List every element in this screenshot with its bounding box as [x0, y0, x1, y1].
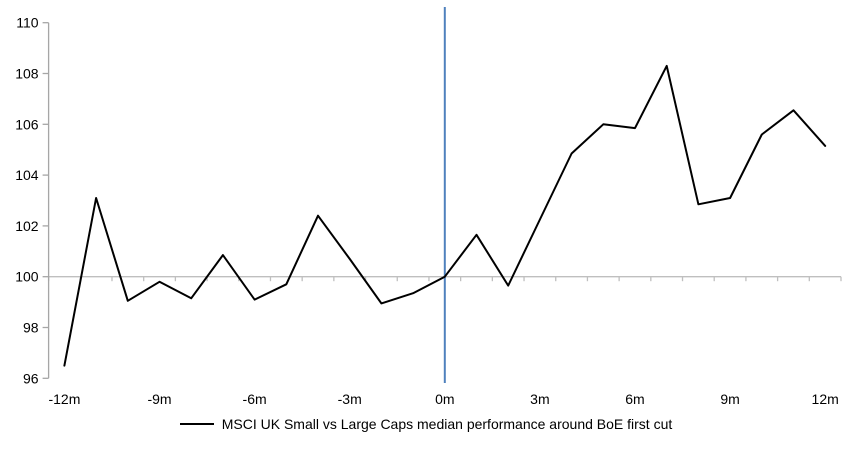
legend-line-icon: [179, 423, 214, 425]
chart-legend: MSCI UK Small vs Large Caps median perfo…: [0, 416, 852, 432]
x-axis-label: 0m: [435, 391, 454, 407]
y-axis-label: 110: [16, 15, 39, 31]
legend-label: MSCI UK Small vs Large Caps median perfo…: [221, 416, 673, 432]
y-axis-label: 100: [15, 269, 39, 285]
x-axis-label: 12m: [812, 391, 839, 407]
x-axis-label: -9m: [147, 391, 171, 407]
x-axis-label: 3m: [530, 391, 549, 407]
y-axis-label: 96: [23, 370, 39, 386]
x-axis-label: -6m: [243, 391, 267, 407]
x-axis-label: -12m: [48, 391, 80, 407]
x-axis-label: 6m: [625, 391, 644, 407]
y-axis-label: 98: [23, 320, 39, 336]
y-axis-label: 106: [15, 116, 39, 132]
x-axis-label: -3m: [338, 391, 362, 407]
x-axis-label: 9m: [720, 391, 739, 407]
series-line: [63, 64, 827, 367]
y-axis-label: 108: [15, 66, 39, 82]
y-axis-label: 102: [15, 218, 39, 234]
y-axis-label: 104: [15, 167, 39, 183]
